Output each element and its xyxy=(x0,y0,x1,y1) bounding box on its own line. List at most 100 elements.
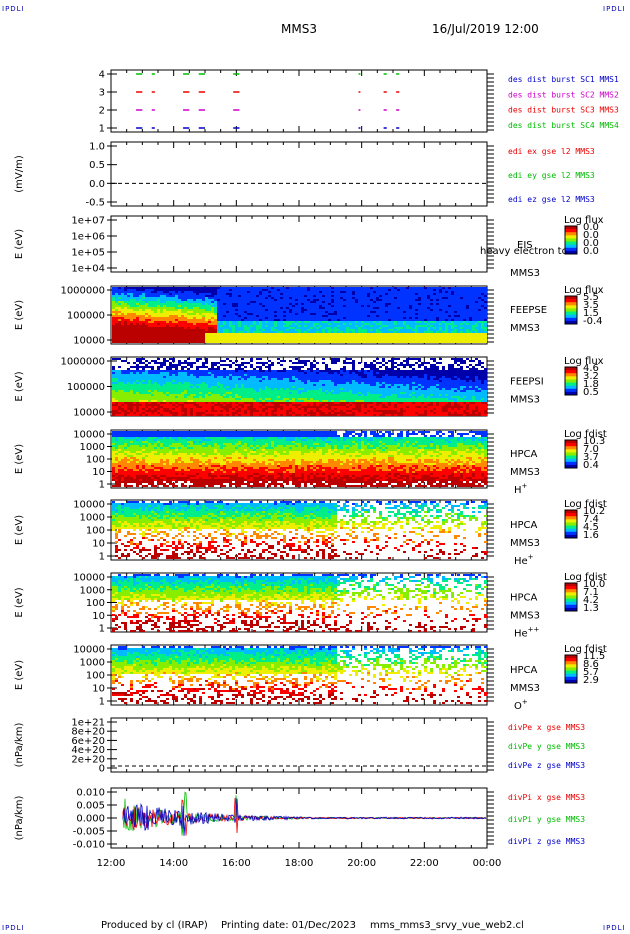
spectrogram-cell xyxy=(286,309,289,311)
spectrogram-cell xyxy=(214,364,217,366)
spectrogram-cell xyxy=(115,321,118,323)
spectrogram-cell xyxy=(127,388,130,390)
spectrogram-cell xyxy=(220,335,223,337)
spectrogram-cell xyxy=(187,386,190,388)
spectrogram-cell xyxy=(166,341,169,343)
spectrogram-cell xyxy=(151,321,154,323)
spectrogram-cell xyxy=(154,331,157,333)
spectrogram-cell xyxy=(127,380,130,382)
spectrogram-cell xyxy=(151,402,154,404)
spectrogram-cell xyxy=(295,313,298,315)
spectrogram-cell xyxy=(430,295,433,297)
spectrogram-cell xyxy=(397,299,400,301)
spectrogram-cell xyxy=(223,339,226,341)
spectrogram-cell xyxy=(334,319,337,321)
spectrogram-cell xyxy=(229,374,232,376)
legend-entry: edi ex gse l2 MMS3 xyxy=(508,147,595,156)
spectrogram-cell xyxy=(256,299,259,301)
spectrogram-cell xyxy=(127,317,130,319)
spectrogram-cell xyxy=(418,301,421,303)
spectrogram-cell xyxy=(217,293,220,295)
spectrogram-cell xyxy=(196,394,199,396)
spectrogram-cell xyxy=(112,382,115,384)
spectrogram-cell xyxy=(475,323,478,325)
spectrogram-cell xyxy=(166,293,169,295)
spectrogram-cell xyxy=(406,333,409,335)
spectrogram-cell xyxy=(154,380,157,382)
spectrogram-cell xyxy=(322,333,325,335)
spectrogram-cell xyxy=(427,321,430,323)
spectrogram-cell xyxy=(223,311,226,313)
spectrogram-cell xyxy=(304,297,307,299)
spectrogram-cell xyxy=(463,325,466,327)
spectrogram-cell xyxy=(265,333,268,335)
spectrogram-cell xyxy=(211,394,214,396)
spectrogram-cell xyxy=(340,335,343,337)
spectrogram-cell xyxy=(166,287,169,289)
spectrogram-cell xyxy=(454,309,457,311)
spectrogram-cell xyxy=(199,333,202,335)
spectrogram-cell xyxy=(175,331,178,333)
spectrogram-cell xyxy=(385,289,388,291)
spectrogram-cell xyxy=(157,331,160,333)
spectrogram-cell xyxy=(247,289,250,291)
spectrogram-cell xyxy=(127,390,130,392)
spectrogram-cell xyxy=(418,319,421,321)
spectrogram-cell xyxy=(460,315,463,317)
spectrogram-cell xyxy=(481,291,484,293)
spectrogram-cell xyxy=(220,287,223,289)
spectrogram-cell xyxy=(175,376,178,378)
spectrogram-cell xyxy=(172,309,175,311)
spectrogram-cell xyxy=(337,327,340,329)
spectrogram-cell xyxy=(406,329,409,331)
spectrogram-cell xyxy=(142,307,145,309)
spectrogram-cell xyxy=(139,291,142,293)
spectrogram-cell xyxy=(202,331,205,333)
spectrogram-cell xyxy=(397,303,400,305)
colorbar-band xyxy=(565,311,577,316)
spectrogram-cell xyxy=(256,337,259,339)
spectrogram-cell xyxy=(262,305,265,307)
spectrogram-cell xyxy=(394,333,397,335)
spectrogram-cell xyxy=(133,404,136,406)
spectrogram-cell xyxy=(172,301,175,303)
spectrogram-cell xyxy=(403,337,406,339)
spectrogram-cell xyxy=(430,291,433,293)
spectrogram-cell xyxy=(316,321,319,323)
spectrogram-cell xyxy=(292,319,295,321)
spectrogram-cell xyxy=(382,301,385,303)
spectrogram-cell xyxy=(175,299,178,301)
spectrogram-cell xyxy=(136,376,139,378)
spectrogram-cell xyxy=(181,311,184,313)
spectrogram-cell xyxy=(205,295,208,297)
spectrogram-cell xyxy=(367,325,370,327)
spectrogram-cell xyxy=(286,295,289,297)
spectrogram-cell xyxy=(406,321,409,323)
spectrogram-cell xyxy=(202,339,205,341)
spectrogram-cell xyxy=(265,313,268,315)
spectrogram-cell xyxy=(271,329,274,331)
spectrogram-cell xyxy=(139,307,142,309)
spectrogram-cell xyxy=(418,331,421,333)
spectrogram-cell xyxy=(157,287,160,289)
spectrogram-cell xyxy=(433,333,436,335)
y-tick-label: 1000000 xyxy=(60,286,105,297)
spectrogram-cell xyxy=(334,307,337,309)
spectrogram-cell xyxy=(232,291,235,293)
spectrogram-cell xyxy=(163,319,166,321)
spectrogram-cell xyxy=(352,297,355,299)
spectrogram-cell xyxy=(385,305,388,307)
spectrogram-cell xyxy=(136,404,139,406)
spectrogram-cell xyxy=(349,321,352,323)
spectrogram-cell xyxy=(154,362,157,364)
spectrogram-cell xyxy=(427,327,430,329)
spectrogram-cell xyxy=(112,366,115,368)
spectrogram-cell xyxy=(364,289,367,291)
spectrogram-cell xyxy=(238,293,241,295)
spectrogram-cell xyxy=(256,303,259,305)
spectrogram-cell xyxy=(127,311,130,313)
spectrogram-cell xyxy=(115,291,118,293)
spectrogram-cell xyxy=(280,337,283,339)
spectrogram-cell xyxy=(295,301,298,303)
spectrogram-cell xyxy=(124,319,127,321)
